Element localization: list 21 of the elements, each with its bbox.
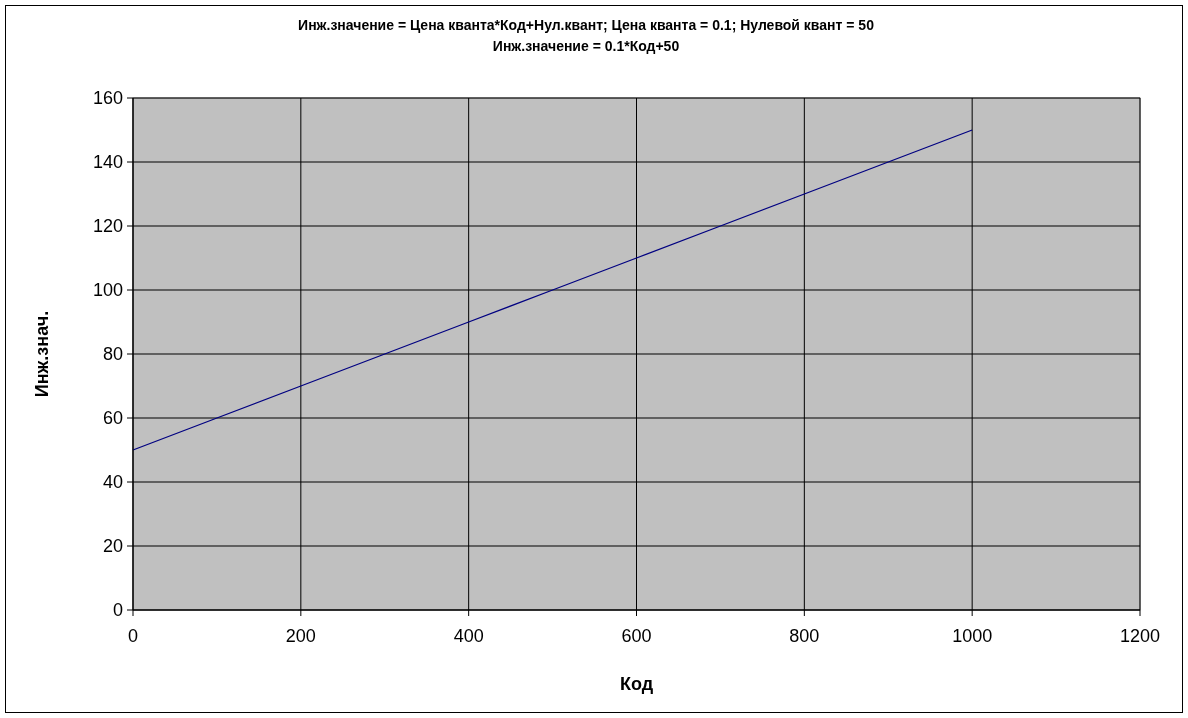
x-tick-label: 800 bbox=[789, 626, 820, 646]
chart-subtitle: Инж.значение = 0.1*Код+50 bbox=[492, 38, 680, 54]
line-series bbox=[132, 129, 973, 451]
y-tick-label: 140 bbox=[92, 152, 123, 173]
y-axis-title: Инж.знач. bbox=[32, 310, 52, 398]
x-tick-label: 600 bbox=[621, 626, 652, 646]
x-tick-label: 1200 bbox=[1119, 626, 1161, 646]
y-tick-label: 80 bbox=[102, 344, 123, 365]
y-tick-label: 120 bbox=[92, 216, 123, 237]
chart-title: Инж.значение = Цена кванта*Код+Нул.квант; Цена кванта = 0.1; Нулевой квант = 50 bbox=[298, 17, 875, 33]
y-tick-label: 0 bbox=[112, 600, 123, 621]
y-tick-label: 100 bbox=[92, 280, 123, 301]
y-tick-label: 160 bbox=[92, 88, 123, 109]
x-tick-label: 400 bbox=[453, 626, 484, 646]
y-tick-label: 60 bbox=[102, 408, 123, 429]
y-tick-label: 20 bbox=[102, 536, 123, 557]
x-axis-title: Код bbox=[619, 674, 654, 694]
x-tick-label: 1000 bbox=[952, 626, 993, 646]
x-tick-label: 200 bbox=[285, 626, 316, 646]
x-tick-label: 0 bbox=[127, 626, 139, 646]
y-tick-label: 40 bbox=[102, 472, 123, 493]
